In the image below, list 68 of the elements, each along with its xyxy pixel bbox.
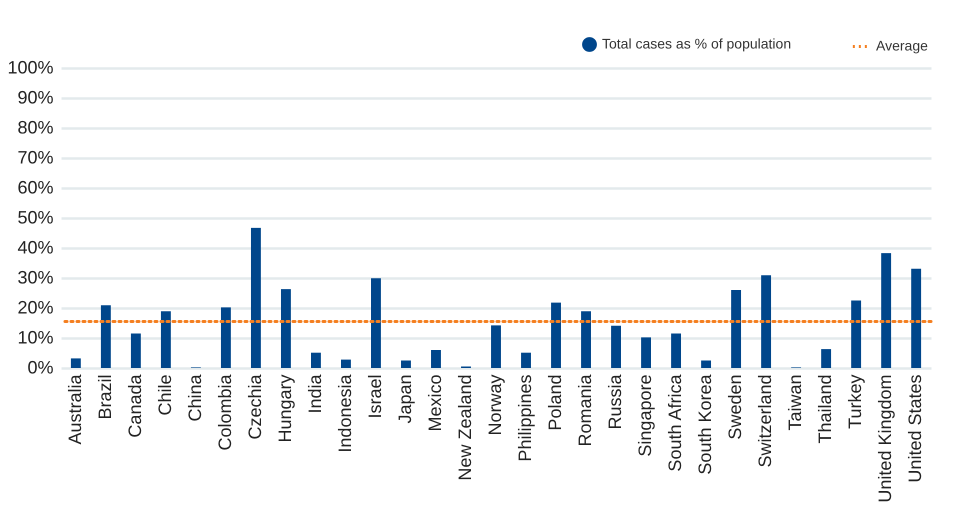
bar bbox=[491, 325, 501, 368]
x-tick-label: Australia bbox=[64, 374, 85, 445]
bar bbox=[671, 334, 682, 368]
x-tick-label: Chile bbox=[154, 374, 175, 416]
bar bbox=[731, 290, 742, 368]
x-tick-label: Thailand bbox=[815, 374, 836, 444]
x-tick-label: Brazil bbox=[94, 374, 115, 420]
x-tick-label: Japan bbox=[394, 374, 415, 424]
bar bbox=[821, 349, 832, 368]
y-tick-label: 50% bbox=[17, 208, 54, 228]
x-tick-label: New Zealand bbox=[454, 374, 475, 481]
y-tick-label: 90% bbox=[17, 88, 54, 108]
y-tick-label: 30% bbox=[17, 268, 54, 288]
bar bbox=[220, 307, 231, 368]
x-tick-label: South Africa bbox=[665, 374, 686, 472]
y-tick-label: 20% bbox=[17, 298, 54, 318]
x-tick-label: Romania bbox=[575, 374, 596, 447]
bar bbox=[250, 228, 261, 368]
bar bbox=[130, 334, 141, 368]
bar bbox=[851, 300, 862, 368]
bar bbox=[70, 358, 81, 368]
x-tick-label: Indonesia bbox=[334, 374, 355, 453]
y-tick-label: 10% bbox=[17, 328, 54, 348]
x-tick-label: Norway bbox=[485, 374, 505, 436]
x-tick-label: Philippines bbox=[515, 374, 536, 462]
bar bbox=[401, 360, 411, 368]
x-tick-label: Russia bbox=[605, 374, 626, 430]
bar bbox=[310, 352, 321, 368]
bar bbox=[581, 311, 591, 368]
x-tick-label: Taiwan bbox=[785, 374, 806, 431]
bar bbox=[280, 289, 291, 368]
x-tick-label: Colombia bbox=[214, 374, 235, 451]
bar bbox=[521, 352, 531, 368]
bar bbox=[881, 253, 892, 368]
x-tick-label: Hungary bbox=[274, 374, 295, 443]
x-tick-label: United States bbox=[905, 374, 926, 483]
x-tick-label: Turkey bbox=[845, 374, 866, 429]
y-tick-label: 40% bbox=[17, 238, 54, 258]
y-tick-label: 0% bbox=[27, 358, 54, 378]
bar bbox=[551, 302, 561, 368]
legend-label: Average bbox=[876, 38, 928, 54]
x-tick-label: Israel bbox=[364, 374, 385, 419]
bar bbox=[431, 350, 441, 368]
x-tick-label: South Korea bbox=[695, 374, 716, 475]
x-tick-label: Switzerland bbox=[755, 374, 776, 468]
x-tick-label: Mexico bbox=[424, 374, 445, 432]
x-tick-label: Sweden bbox=[725, 374, 746, 440]
x-tick-label: Singapore bbox=[635, 374, 656, 457]
y-tick-label: 60% bbox=[17, 178, 54, 198]
bar bbox=[701, 360, 712, 368]
x-tick-label: Canada bbox=[124, 374, 145, 438]
y-tick-label: 80% bbox=[17, 118, 54, 138]
y-tick-label: 70% bbox=[17, 148, 54, 168]
x-tick-label: China bbox=[184, 374, 205, 422]
x-tick-label: India bbox=[304, 374, 325, 414]
y-tick-label: 100% bbox=[7, 58, 54, 78]
bar bbox=[371, 278, 381, 368]
bar bbox=[100, 305, 111, 368]
bar bbox=[911, 268, 922, 368]
bar bbox=[611, 326, 621, 368]
bar bbox=[160, 311, 171, 368]
x-tick-label: United Kingdom bbox=[875, 374, 896, 503]
bar bbox=[340, 360, 351, 368]
legend-label: Total cases as % of population bbox=[602, 36, 792, 52]
x-tick-label: Czechia bbox=[244, 374, 265, 440]
bar bbox=[761, 275, 772, 368]
x-tick-label: Poland bbox=[545, 374, 566, 431]
bar bbox=[641, 337, 652, 368]
